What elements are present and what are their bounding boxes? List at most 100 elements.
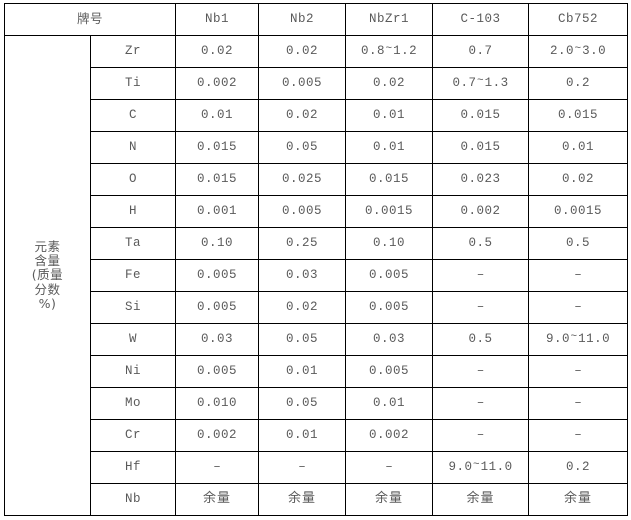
cell-fe-nb2: 0.03 xyxy=(258,259,347,292)
cell-zr-c-103: 0.7 xyxy=(432,35,530,68)
table-row: 元素 含量 (质量 分数%) Zr 0.02 0.02 0.8~1.2 0.7 2.0~3.0 xyxy=(4,35,629,516)
cell-zr-nb1: 0.02 xyxy=(175,35,260,68)
table-row: Hf – – – 9.0~11.0 0.2 xyxy=(5,451,629,484)
element-name-hf: Hf xyxy=(89,451,177,484)
row-group-label: 元素 含量 (质量 分数%) xyxy=(4,35,91,516)
cell-si-nbzr1: 0.005 xyxy=(345,291,434,324)
cell-si-cb752: – xyxy=(528,291,629,324)
element-name-zr: Zr xyxy=(89,35,177,68)
cell-mo-nb2: 0.05 xyxy=(258,387,347,420)
element-name-si: Si xyxy=(89,291,177,324)
cell-nb-nb2: 余量 xyxy=(258,483,347,516)
element-name-cr: Cr xyxy=(89,419,177,452)
cell-ta-nb2: 0.25 xyxy=(258,227,347,260)
table-row: Nb 余量 余量 余量 余量 余量 xyxy=(5,483,629,516)
cell-fe-cb752: – xyxy=(528,259,629,292)
cell-fe-nbzr1: 0.005 xyxy=(345,259,434,292)
header-grade-nb2: Nb2 xyxy=(258,3,347,36)
element-name-ni: Ni xyxy=(89,355,177,388)
element-name-mo: Mo xyxy=(89,387,177,420)
cell-zr-cb752: 2.0~3.0 xyxy=(528,35,629,68)
cell-mo-nbzr1: 0.01 xyxy=(345,387,434,420)
cell-w-nb1: 0.03 xyxy=(175,323,260,356)
cell-mo-cb752: – xyxy=(528,387,629,420)
cell-o-nbzr1: 0.015 xyxy=(345,163,434,196)
cell-nb-cb752: 余量 xyxy=(528,483,629,516)
cell-hf-nbzr1: – xyxy=(345,451,434,484)
cell-ti-cb752: 0.2 xyxy=(528,67,629,100)
table-row: O 0.015 0.025 0.015 0.023 0.02 xyxy=(5,163,629,196)
table-row: Fe 0.005 0.03 0.005– – xyxy=(5,259,629,292)
element-name-fe: Fe xyxy=(89,259,177,292)
table-row: Cr 0.002 0.01 0.002– – xyxy=(5,419,629,452)
cell-ni-nb1: 0.005 xyxy=(175,355,260,388)
cell-si-nb1: 0.005 xyxy=(175,291,260,324)
table-row: H 0.001 0.005 0.0015 0.002 0.0015 xyxy=(5,195,629,228)
cell-o-nb1: 0.015 xyxy=(175,163,260,196)
row-group-label-line: 分数 xyxy=(34,281,61,297)
range-tilde: ~ xyxy=(570,331,578,344)
cell-fe-nb1: 0.005 xyxy=(175,259,260,292)
cell-mo-nb1: 0.010 xyxy=(175,387,260,420)
cell-hf-cb752: 0.2 xyxy=(528,451,629,484)
range-tilde: ~ xyxy=(574,43,582,56)
range-tilde: ~ xyxy=(385,43,393,56)
element-name-w: W xyxy=(89,323,177,356)
not-applicable-dash: – xyxy=(385,460,393,475)
header-grade-c-103: C-103 xyxy=(432,3,530,36)
cell-mo-c-103: – xyxy=(432,387,530,420)
element-name-n: N xyxy=(89,131,177,164)
cell-ni-cb752: – xyxy=(528,355,629,388)
header-grade-nbzr1: NbZr1 xyxy=(345,3,434,36)
header-grade-label: 牌号 xyxy=(3,3,177,36)
cell-w-cb752: 9.0~11.0 xyxy=(528,323,629,356)
cell-ti-nbzr1: 0.02 xyxy=(345,67,434,100)
row-group-label-line: (质量 xyxy=(31,267,64,283)
cell-cr-nb1: 0.002 xyxy=(175,419,260,452)
cell-nb-nb1: 余量 xyxy=(175,483,260,516)
not-applicable-dash: – xyxy=(476,428,485,443)
cell-ni-nb2: 0.01 xyxy=(258,355,347,388)
element-name-ti: Ti xyxy=(89,67,177,100)
cell-ta-nbzr1: 0.10 xyxy=(345,227,434,260)
cell-n-cb752: 0.01 xyxy=(528,131,629,164)
table-row: W 0.03 0.05 0.03 0.5 9.0~11.0 xyxy=(5,323,629,356)
row-group-label-line: 元素 xyxy=(34,238,61,254)
cell-ta-c-103: 0.5 xyxy=(432,227,530,260)
cell-h-nb1: 0.001 xyxy=(175,195,260,228)
cell-hf-nb2: – xyxy=(258,451,347,484)
cell-zr-nbzr1: 0.8~1.2 xyxy=(345,35,434,68)
cell-ni-nbzr1: 0.005 xyxy=(345,355,434,388)
composition-table-container: 牌号 Nb1 Nb2 NbZr1 C-103 Cb752 元素 含量 (质量 分数%) Zr 0.02… xyxy=(3,3,629,516)
row-group-label-line: %) xyxy=(38,296,57,312)
not-applicable-dash: – xyxy=(213,460,221,475)
table-row: Ta 0.10 0.25 0.10 0.5 0.5 xyxy=(5,227,629,260)
not-applicable-dash: – xyxy=(574,396,582,411)
not-applicable-dash: – xyxy=(574,268,582,283)
cell-c-nb1: 0.01 xyxy=(175,99,260,132)
cell-ti-nb2: 0.005 xyxy=(258,67,347,100)
cell-c-nb2: 0.02 xyxy=(258,99,347,132)
cell-hf-nb1: – xyxy=(175,451,260,484)
not-applicable-dash: – xyxy=(476,364,485,379)
cell-w-nbzr1: 0.03 xyxy=(345,323,434,356)
cell-nb-nbzr1: 余量 xyxy=(345,483,434,516)
element-name-o: O xyxy=(89,163,177,196)
cell-ta-nb1: 0.10 xyxy=(175,227,260,260)
cell-n-nbzr1: 0.01 xyxy=(345,131,434,164)
cell-cr-nbzr1: 0.002 xyxy=(345,419,434,452)
cell-h-c-103: 0.002 xyxy=(432,195,530,228)
cell-c-c-103: 0.015 xyxy=(432,99,530,132)
table-row: Si 0.005 0.02 0.005– – xyxy=(5,291,629,324)
cell-c-nbzr1: 0.01 xyxy=(345,99,434,132)
table-row: N 0.015 0.05 0.01 0.015 0.01 xyxy=(5,131,629,164)
range-tilde: ~ xyxy=(472,459,481,472)
cell-ti-c-103: 0.7~1.3 xyxy=(432,67,530,100)
cell-w-c-103: 0.5 xyxy=(432,323,530,356)
table-row: C 0.01 0.02 0.01 0.015 0.015 xyxy=(5,99,629,132)
cell-ta-cb752: 0.5 xyxy=(528,227,629,260)
cell-o-nb2: 0.025 xyxy=(258,163,347,196)
cell-cr-cb752: – xyxy=(528,419,629,452)
cell-cr-c-103: – xyxy=(432,419,530,452)
not-applicable-dash: – xyxy=(574,300,582,315)
